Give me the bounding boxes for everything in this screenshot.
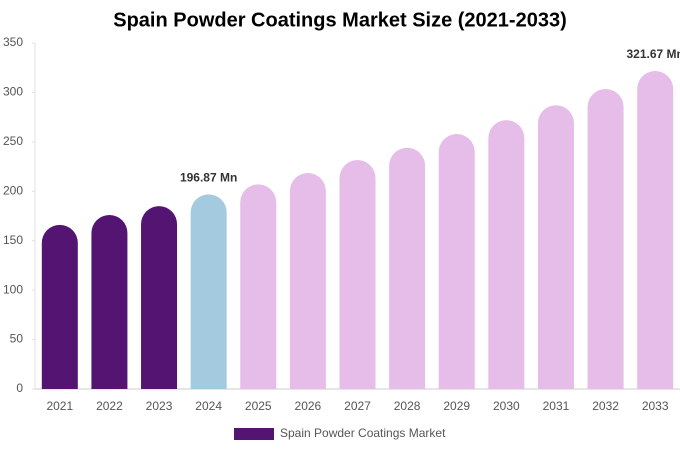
x-tick-label: 2032	[592, 399, 619, 413]
bar	[41, 224, 78, 389]
legend-label: Spain Powder Coatings Market	[280, 426, 446, 440]
x-tick-label: 2022	[96, 399, 123, 413]
x-tick-label: 2024	[195, 399, 222, 413]
bar	[190, 194, 227, 389]
x-tick-label: 2027	[344, 399, 371, 413]
bar	[289, 172, 326, 389]
bar	[240, 184, 277, 389]
x-tick-label: 2031	[543, 399, 570, 413]
y-tick-label: 0	[16, 381, 23, 395]
x-tick-label: 2025	[245, 399, 272, 413]
bar	[488, 120, 525, 389]
x-tick-label: 2030	[493, 399, 520, 413]
legend-swatch	[234, 428, 274, 440]
bar	[389, 147, 426, 389]
bar	[339, 160, 376, 389]
bar	[91, 215, 128, 389]
bar	[587, 88, 624, 390]
y-tick-label: 350	[3, 35, 23, 49]
x-tick-label: 2033	[642, 399, 669, 413]
x-tick-label: 2028	[394, 399, 421, 413]
value-label: 196.87 Mn	[180, 171, 237, 185]
y-tick-label: 200	[3, 183, 23, 197]
y-tick-label: 150	[3, 233, 23, 247]
bar	[141, 206, 178, 389]
y-tick-label: 250	[3, 134, 23, 148]
y-tick-label: 100	[3, 282, 23, 296]
x-tick-label: 2026	[295, 399, 322, 413]
bar	[438, 133, 475, 389]
x-tick-label: 2021	[46, 399, 73, 413]
bar	[537, 105, 574, 389]
y-tick-label: 50	[10, 332, 24, 346]
value-label: 321.67 Mn	[627, 47, 680, 61]
chart-title: Spain Powder Coatings Market Size (2021-…	[113, 9, 567, 31]
x-tick-label: 2029	[443, 399, 470, 413]
x-tick-label: 2023	[146, 399, 173, 413]
y-tick-label: 300	[3, 85, 23, 99]
bar	[637, 71, 674, 389]
